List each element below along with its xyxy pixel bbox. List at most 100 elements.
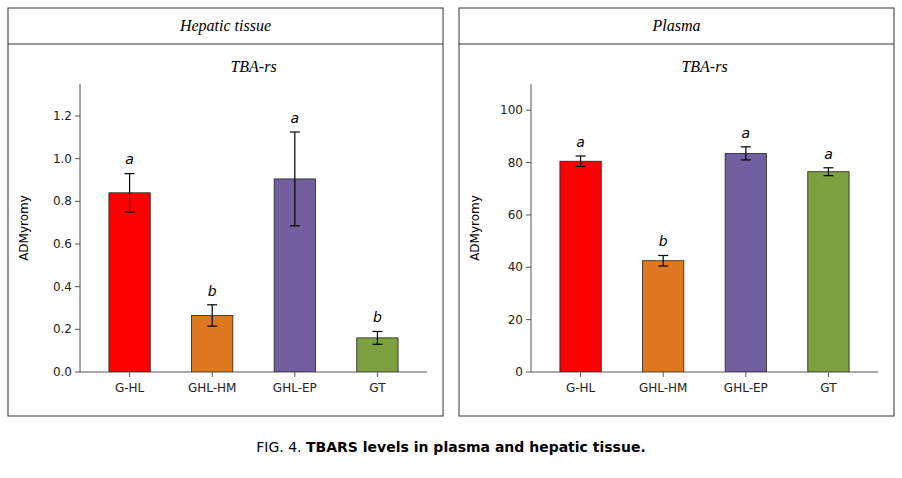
error-stem bbox=[663, 255, 664, 265]
error-cap bbox=[658, 255, 668, 256]
x-tick-label: G-HL bbox=[115, 381, 145, 395]
error-stem bbox=[377, 331, 378, 344]
bar bbox=[109, 193, 150, 372]
error-cap bbox=[576, 155, 586, 156]
x-tick bbox=[294, 372, 295, 377]
y-tick-label: 20 bbox=[508, 313, 523, 327]
y-tick-label: 0.4 bbox=[53, 280, 72, 294]
error-cap bbox=[290, 131, 300, 132]
axes-title: TBA-rs bbox=[230, 58, 276, 75]
y-axis-line bbox=[531, 84, 532, 372]
x-tick bbox=[129, 372, 130, 377]
x-tick-label: GHL-EP bbox=[724, 381, 768, 395]
significance-letter: b bbox=[373, 309, 382, 325]
error-stem bbox=[580, 156, 581, 166]
bar bbox=[560, 161, 601, 372]
bar bbox=[725, 153, 766, 372]
y-tick bbox=[526, 267, 531, 268]
error-cap bbox=[823, 167, 833, 168]
y-axis-label: ADMyromy bbox=[17, 195, 31, 261]
error-cap bbox=[741, 159, 751, 160]
y-tick-label: 0.8 bbox=[53, 194, 72, 208]
error-stem bbox=[129, 174, 130, 212]
x-tick-label: GHL-HM bbox=[188, 381, 237, 395]
figure: Hepatic tissue TBA-rs ADMyromy 0.0 0.2 0.4 0.6… bbox=[0, 0, 902, 478]
error-bar bbox=[823, 168, 833, 176]
error-stem bbox=[212, 305, 213, 326]
error-cap bbox=[372, 331, 382, 332]
caption-prefix: FIG. 4. bbox=[256, 439, 306, 455]
y-tick-label: 0.2 bbox=[53, 322, 72, 336]
y-tick bbox=[75, 372, 80, 373]
x-tick-label: GT bbox=[369, 381, 386, 395]
panel-frame bbox=[8, 8, 443, 416]
y-axis-label: ADMyromy bbox=[468, 195, 482, 261]
error-stem bbox=[294, 132, 295, 226]
marks bbox=[560, 147, 849, 372]
y-tick-label: 0.6 bbox=[53, 237, 72, 251]
y-tick-label: 80 bbox=[508, 156, 523, 170]
x-tick-label: GT bbox=[820, 381, 837, 395]
x-tick bbox=[828, 372, 829, 377]
bar bbox=[643, 261, 684, 372]
x-tick-label: GHL-HM bbox=[639, 381, 688, 395]
error-cap bbox=[658, 265, 668, 266]
error-cap bbox=[576, 166, 586, 167]
error-bar bbox=[207, 305, 217, 326]
y-tick bbox=[75, 329, 80, 330]
x-tick bbox=[377, 372, 378, 377]
y-tick-label: 0.0 bbox=[53, 365, 72, 379]
significance-letter: b bbox=[659, 233, 668, 249]
x-tick bbox=[745, 372, 746, 377]
y-tick bbox=[75, 286, 80, 287]
y-tick bbox=[75, 201, 80, 202]
significance-letter: a bbox=[125, 151, 134, 167]
error-cap bbox=[741, 146, 751, 147]
bar bbox=[808, 172, 849, 372]
x-tick bbox=[212, 372, 213, 377]
y-axis-line bbox=[80, 84, 81, 372]
error-bar bbox=[576, 156, 586, 166]
error-stem bbox=[745, 147, 746, 160]
y-tick-label: 40 bbox=[508, 260, 523, 274]
x-tick-label: GHL-EP bbox=[273, 381, 317, 395]
significance-letter: a bbox=[824, 146, 833, 162]
significance-letter: a bbox=[291, 110, 300, 126]
error-cap bbox=[207, 326, 217, 327]
y-tick bbox=[75, 116, 80, 117]
error-cap bbox=[823, 175, 833, 176]
y-tick-label: 60 bbox=[508, 208, 523, 222]
x-tick-label: G-HL bbox=[566, 381, 596, 395]
x-tick bbox=[580, 372, 581, 377]
error-cap bbox=[372, 344, 382, 345]
y-tick bbox=[526, 372, 531, 373]
panel-frame bbox=[459, 8, 894, 416]
error-bar bbox=[658, 255, 668, 265]
x-tick bbox=[663, 372, 664, 377]
error-bar bbox=[741, 147, 751, 160]
y-tick-label: 1.0 bbox=[53, 152, 72, 166]
error-cap bbox=[125, 173, 135, 174]
error-bar bbox=[372, 331, 382, 344]
panel-separator bbox=[459, 44, 894, 45]
caption: FIG. 4. TBARS levels in plasma and hepat… bbox=[256, 439, 645, 455]
y-tick bbox=[75, 158, 80, 159]
panel: Hepatic tissue TBA-rs ADMyromy 0.0 0.2 0.4 0.6… bbox=[8, 8, 443, 416]
error-cap bbox=[290, 225, 300, 226]
caption-text: TBARS levels in plasma and hepatic tissu… bbox=[306, 439, 646, 455]
panel-title: Plasma bbox=[652, 17, 701, 34]
y-tick-label: 100 bbox=[500, 103, 523, 117]
error-bar bbox=[125, 174, 135, 212]
y-tick bbox=[526, 162, 531, 163]
panel-title: Hepatic tissue bbox=[179, 17, 271, 35]
significance-letter: a bbox=[742, 125, 751, 141]
y-tick-label: 1.2 bbox=[53, 109, 72, 123]
y-tick bbox=[75, 244, 80, 245]
marks bbox=[109, 132, 398, 372]
error-cap bbox=[207, 304, 217, 305]
error-stem bbox=[828, 168, 829, 176]
error-cap bbox=[125, 211, 135, 212]
panel: PlasmaTBA-rsADMyromy020406080100abaaG-HL… bbox=[459, 8, 894, 416]
axes-title: TBA-rs bbox=[681, 58, 727, 75]
y-tick-label: 0 bbox=[515, 365, 523, 379]
